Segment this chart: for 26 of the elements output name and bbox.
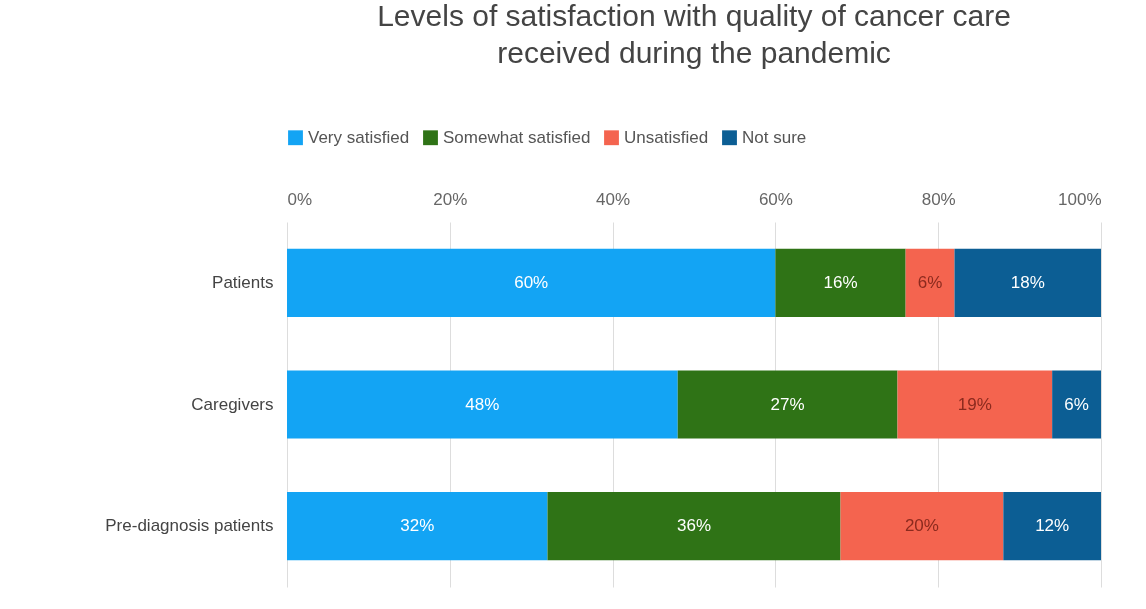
data-label: 16% [823, 272, 858, 292]
chart-title: Levels of satisfaction with quality of cancer care received during the pandemic [377, 0, 1011, 69]
x-tick-label: 80% [921, 189, 956, 209]
legend-label: Not sure [742, 127, 807, 147]
legend-label: Unsatisfied [624, 127, 709, 147]
y-tick-label: Patients [212, 272, 274, 292]
data-label: 18% [1010, 272, 1045, 292]
x-tick-label: 60% [758, 189, 793, 209]
x-tick-label: 20% [433, 189, 468, 209]
data-label: 6% [1064, 394, 1089, 414]
data-label: 20% [904, 516, 939, 536]
y-tick-label: Pre-diagnosis patients [105, 516, 274, 536]
x-tick-label: 0% [287, 189, 313, 209]
data-label: 19% [957, 394, 992, 414]
data-label: 6% [917, 272, 943, 292]
data-label: 32% [400, 516, 435, 536]
y-tick-label: Caregivers [191, 394, 274, 414]
legend-label: Very satisfied [308, 127, 410, 147]
data-label: 27% [770, 394, 805, 414]
data-label: 60% [514, 272, 549, 292]
data-label: 12% [1035, 516, 1070, 536]
x-tick-label: 40% [596, 189, 631, 209]
data-label: 36% [676, 516, 712, 536]
data-label: 48% [465, 394, 500, 414]
legend-label: Somewhat satisfied [443, 127, 591, 147]
x-tick-label: 100% [1058, 189, 1102, 209]
